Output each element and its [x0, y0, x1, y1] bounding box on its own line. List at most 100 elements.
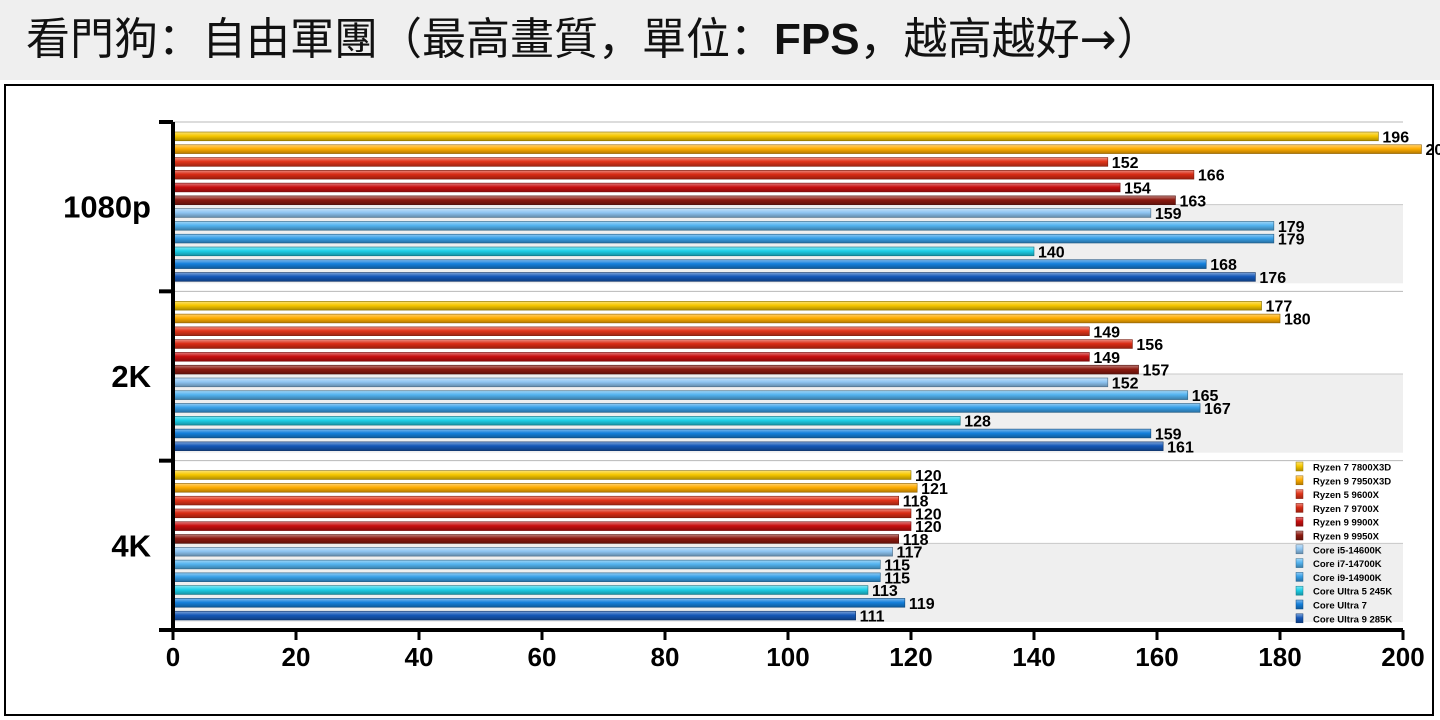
- legend-swatch: [1295, 599, 1304, 610]
- value-label: 152: [1112, 155, 1139, 172]
- bar: [172, 508, 912, 519]
- bar: [172, 272, 1256, 282]
- value-label: 119: [909, 596, 935, 613]
- x-tick-label: 140: [1012, 642, 1055, 672]
- bar: [172, 534, 900, 544]
- legend-label: Ryzen 9 9950X: [1313, 532, 1380, 543]
- bar: [172, 470, 912, 480]
- bar: [172, 585, 869, 595]
- bar: [172, 326, 1090, 336]
- value-label: 166: [1198, 168, 1225, 185]
- bar: [172, 377, 1109, 388]
- group-band-2: [173, 543, 1403, 622]
- bar: [172, 208, 1152, 218]
- category-label: 2K: [111, 359, 151, 394]
- value-label: 167: [1204, 401, 1231, 418]
- value-label: 120: [915, 468, 942, 485]
- value-label: 140: [1038, 244, 1065, 261]
- bar: [172, 131, 1379, 142]
- value-label: 149: [1093, 350, 1120, 367]
- value-label: 118: [903, 494, 929, 511]
- legend-swatch: [1295, 572, 1304, 582]
- value-label: 168: [1210, 257, 1237, 274]
- value-label: 177: [1266, 299, 1293, 316]
- legend-label: Ryzen 7 9700X: [1313, 504, 1380, 515]
- legend-swatch: [1295, 475, 1304, 486]
- value-label: 154: [1124, 181, 1151, 198]
- legend-swatch: [1295, 613, 1304, 624]
- x-tick-label: 0: [166, 642, 180, 672]
- value-label: 115: [884, 570, 910, 587]
- bar: [172, 221, 1275, 231]
- value-label: 115: [884, 558, 910, 575]
- group-band-0: [173, 204, 1403, 284]
- x-tick-label: 120: [889, 642, 932, 672]
- value-label: 179: [1278, 232, 1305, 249]
- value-label: 152: [1112, 375, 1139, 392]
- value-label: 165: [1192, 388, 1219, 405]
- value-label: 159: [1155, 427, 1182, 444]
- x-tick-label: 40: [405, 642, 434, 672]
- title-prefix: 看門狗：自由軍團（最高畫質，單位：: [26, 14, 774, 65]
- value-label: 161: [1167, 439, 1194, 456]
- bar: [172, 182, 1121, 193]
- value-label: 159: [1155, 206, 1182, 223]
- value-label: 176: [1259, 270, 1286, 287]
- value-label: 196: [1382, 129, 1409, 146]
- legend-swatch: [1295, 503, 1304, 513]
- bar: [172, 547, 893, 557]
- value-label: 149: [1093, 324, 1120, 341]
- value-label: 128: [964, 414, 991, 431]
- legend-label: Core Ultra 5 245K: [1313, 587, 1392, 598]
- value-label: 157: [1143, 363, 1170, 380]
- legend-swatch: [1295, 516, 1304, 527]
- legend-label: Core i7-14700K: [1313, 559, 1382, 570]
- bar: [172, 598, 906, 608]
- bar: [172, 313, 1281, 324]
- x-tick-label: 180: [1258, 642, 1301, 672]
- group-band-1: [173, 374, 1403, 453]
- value-label: 120: [915, 519, 942, 536]
- bar: [172, 403, 1201, 413]
- bar: [172, 233, 1275, 244]
- legend-swatch: [1295, 585, 1304, 596]
- value-label: 120: [915, 506, 942, 523]
- bar: [172, 259, 1207, 269]
- value-label: 111: [860, 609, 885, 626]
- title-band: 看門狗：自由軍團（最高畫質，單位：FPS，越高越好→）: [0, 0, 1440, 80]
- legend-label: Ryzen 9 9900X: [1313, 518, 1380, 529]
- x-tick-label: 200: [1381, 642, 1424, 672]
- legend-swatch: [1295, 461, 1304, 472]
- legend-swatch: [1295, 530, 1304, 541]
- bar: [172, 352, 1090, 362]
- value-label: 179: [1278, 219, 1305, 236]
- value-label: 117: [897, 545, 923, 562]
- title-suffix: ，越高越好→）: [859, 14, 1161, 65]
- bar: [172, 521, 912, 531]
- x-tick-label: 80: [651, 642, 680, 672]
- x-tick-label: 60: [528, 642, 557, 672]
- bar: [172, 157, 1109, 167]
- x-tick-label: 100: [766, 642, 809, 672]
- bar: [172, 559, 881, 570]
- legend-label: Core Ultra 7: [1313, 601, 1367, 612]
- category-label: 4K: [111, 528, 151, 563]
- bar: [172, 441, 1164, 451]
- value-label: 121: [921, 481, 948, 498]
- bar: [172, 495, 900, 506]
- bar: [172, 390, 1189, 400]
- bar: [172, 301, 1262, 311]
- legend-swatch: [1295, 544, 1304, 555]
- bar: [172, 170, 1195, 180]
- bar: [172, 572, 881, 582]
- bar: [172, 339, 1133, 349]
- legend-label: Ryzen 9 7950X3D: [1313, 476, 1391, 487]
- legend-swatch: [1295, 558, 1304, 568]
- bar: [172, 428, 1152, 439]
- legend-label: Ryzen 5 9600X: [1313, 490, 1380, 501]
- bar: [172, 144, 1422, 154]
- legend-swatch: [1295, 489, 1304, 499]
- value-label: 118: [903, 532, 929, 549]
- bar: [172, 610, 856, 621]
